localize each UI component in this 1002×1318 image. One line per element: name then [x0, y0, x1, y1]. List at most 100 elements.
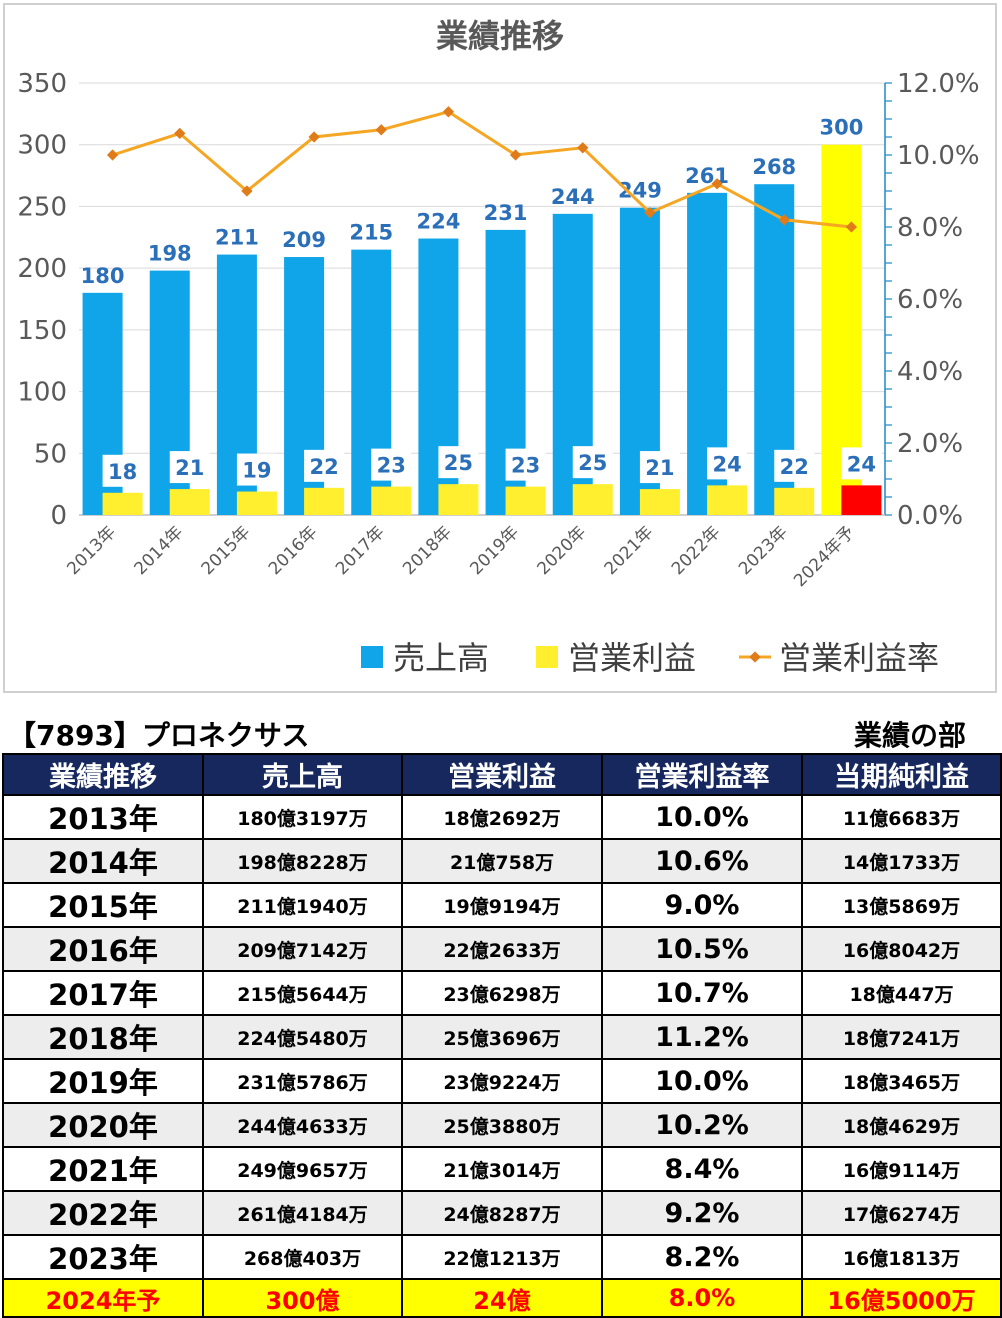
- x-tick: 2021年: [601, 522, 658, 579]
- revenue-label: 300: [819, 116, 863, 140]
- cell-net-income: 11億6683万: [801, 794, 1002, 840]
- cell-operating-margin: 10.2%: [601, 1102, 803, 1148]
- cell-operating-margin: 10.6%: [601, 838, 803, 884]
- table-row: 2018年 224億5480万 25億3696万 11.2% 18億7241万: [2, 1014, 1002, 1060]
- y-left-tick: 0: [50, 501, 67, 531]
- x-tick: 2020年: [534, 522, 591, 579]
- y-left-tick: 150: [17, 316, 67, 346]
- cell-period: 2015年: [2, 882, 204, 928]
- y-right-tick: 10.0%: [897, 141, 980, 171]
- company-title: 【7893】プロネクサス: [8, 719, 310, 752]
- cell-net-income: 14億1733万: [801, 838, 1002, 884]
- operating-profit-label: 22: [309, 455, 338, 479]
- table-row: 2019年 231億5786万 23億9224万 10.0% 18億3465万: [2, 1058, 1002, 1104]
- operating-profit-label-bg: [639, 451, 680, 484]
- operating-profit-bar: [841, 485, 882, 515]
- cell-operating-profit: 18億2692万: [401, 794, 603, 840]
- cell-revenue: 261億4184万: [202, 1190, 403, 1236]
- y-left-tick: 50: [34, 439, 67, 469]
- cell-period: 2013年: [2, 794, 204, 840]
- x-tick: 2023年: [735, 522, 792, 579]
- table-row: 2015年 211億1940万 19億9194万 9.0% 13億5869万: [2, 882, 1002, 928]
- legend-operating-margin-label: 営業利益率: [779, 639, 939, 677]
- operating-profit-bar: [236, 491, 277, 515]
- cell-net-income: 16億9114万: [801, 1146, 1002, 1192]
- x-tick: 2019年: [466, 522, 523, 579]
- cell-net-income: 18億447万: [801, 970, 1002, 1016]
- cell-period: 2024年予: [2, 1278, 204, 1318]
- performance-chart: 業績推移 0 50 100 150 200 250 300 350 0.0% 2.0% 4.0% 6.0…: [17, 17, 980, 677]
- x-tick: 2024年予: [790, 522, 859, 591]
- cell-revenue: 211億1940万: [202, 882, 403, 928]
- cell-period: 2018年: [2, 1014, 204, 1060]
- cell-net-income: 18億4629万: [801, 1102, 1002, 1148]
- operating-profit-bar: [505, 486, 546, 515]
- cell-revenue: 198億8228万: [202, 838, 403, 884]
- cell-operating-margin: 8.4%: [601, 1146, 803, 1192]
- y-left-tick: 250: [17, 192, 67, 222]
- chart-container: 業績推移 0 50 100 150 200 250 300 350 0.0% 2.0% 4.0% 6.0…: [3, 3, 997, 693]
- operating-profit-bar: [438, 484, 479, 515]
- cell-net-income: 16億1813万: [801, 1234, 1002, 1280]
- y-right-tick: 0.0%: [897, 501, 963, 531]
- revenue-label: 244: [551, 185, 595, 209]
- x-tick: 2018年: [399, 522, 456, 579]
- revenue-label: 211: [215, 226, 259, 250]
- operating-profit-label-bg: [371, 448, 412, 481]
- cell-revenue: 268億403万: [202, 1234, 403, 1280]
- header-net-income: 当期純利益: [801, 753, 1002, 796]
- cell-net-income: 17億6274万: [801, 1190, 1002, 1236]
- header-operating-margin: 営業利益率: [601, 753, 803, 796]
- operating-profit-bar: [639, 489, 680, 515]
- table-row: 2013年 180億3197万 18億2692万 10.0% 11億6683万: [2, 794, 1002, 840]
- cell-net-income: 13億5869万: [801, 882, 1002, 928]
- cell-revenue: 300億: [202, 1278, 403, 1318]
- y-left-tick: 100: [17, 378, 67, 408]
- cell-operating-profit: 19億9194万: [401, 882, 603, 928]
- table-row: 2024年予 300億 24億 8.0% 16億5000万: [2, 1278, 1002, 1318]
- operating-margin-point: [375, 124, 387, 136]
- operating-profit-bar: [371, 486, 412, 515]
- cell-operating-margin: 10.7%: [601, 970, 803, 1016]
- operating-profit-bar: [304, 487, 345, 515]
- y-left-tick: 350: [17, 69, 67, 99]
- table-row: 2023年 268億403万 22億1213万 8.2% 16億1813万: [2, 1234, 1002, 1280]
- chart-title: 業績推移: [436, 17, 564, 55]
- cell-operating-margin: 10.0%: [601, 794, 803, 840]
- cell-operating-profit: 22億1213万: [401, 1234, 603, 1280]
- header-operating-profit: 営業利益: [401, 753, 603, 796]
- legend-revenue-label: 売上高: [393, 639, 489, 677]
- operating-profit-label: 21: [645, 456, 674, 480]
- cell-net-income: 16億5000万: [801, 1278, 1002, 1318]
- operating-margin-point: [644, 206, 656, 219]
- operating-profit-label: 24: [712, 452, 741, 476]
- cell-operating-margin: 9.2%: [601, 1190, 803, 1236]
- operating-profit-label: 19: [242, 459, 271, 483]
- cell-revenue: 224億5480万: [202, 1014, 403, 1060]
- y-right-tick: 8.0%: [897, 213, 963, 243]
- revenue-label: 215: [349, 221, 393, 245]
- operating-margin-point: [577, 142, 589, 154]
- cell-revenue: 180億3197万: [202, 794, 403, 840]
- revenue-label: 224: [416, 210, 460, 234]
- operating-profit-bar: [102, 492, 143, 515]
- operating-profit-label: 25: [578, 451, 607, 475]
- operating-margin-point: [711, 178, 723, 190]
- cell-period: 2014年: [2, 838, 204, 884]
- x-tick: 2016年: [265, 522, 322, 579]
- table-row: 2016年 209億7142万 22億2633万 10.5% 16億8042万: [2, 926, 1002, 972]
- operating-margin-line: [112, 110, 852, 229]
- table-header: 【7893】プロネクサス 業績の部: [8, 714, 994, 752]
- cell-period: 2022年: [2, 1190, 204, 1236]
- operating-profit-label: 22: [780, 455, 809, 479]
- operating-margin-point: [106, 149, 119, 161]
- legend-revenue-swatch: [361, 646, 383, 668]
- revenue-label: 198: [148, 242, 192, 266]
- operating-profit-label: 18: [108, 460, 137, 484]
- cell-revenue: 231億5786万: [202, 1058, 403, 1104]
- operating-margin-point: [174, 127, 186, 140]
- cell-operating-margin: 8.2%: [601, 1234, 803, 1280]
- revenue-label: 231: [484, 201, 528, 225]
- cell-operating-profit: 23億6298万: [401, 970, 603, 1016]
- cell-operating-margin: 10.0%: [601, 1058, 803, 1104]
